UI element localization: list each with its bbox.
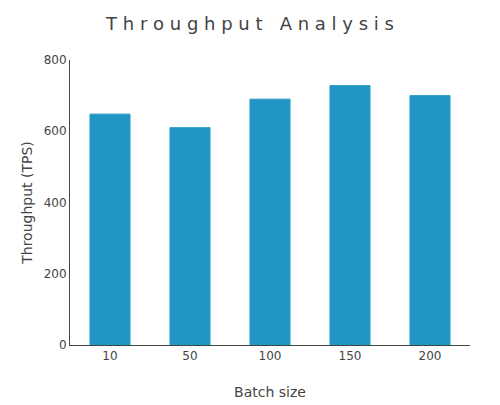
svg-text:10: 10 — [102, 349, 117, 363]
svg-text:400: 400 — [44, 196, 67, 210]
svg-text:600: 600 — [44, 124, 67, 138]
svg-text:Throughput (TPS): Throughput (TPS) — [19, 141, 35, 265]
svg-text:Batch size: Batch size — [234, 384, 306, 400]
svg-text:T h r o u g h p u t A n a l: T h r o u g h p u t A n a l y s i s — [105, 13, 394, 34]
svg-text:200: 200 — [419, 349, 442, 363]
svg-text:150: 150 — [339, 349, 362, 363]
svg-text:200: 200 — [44, 267, 67, 281]
svg-text:100: 100 — [259, 349, 282, 363]
svg-text:800: 800 — [44, 53, 67, 67]
svg-text:50: 50 — [182, 349, 197, 363]
svg-text:0: 0 — [59, 338, 67, 352]
